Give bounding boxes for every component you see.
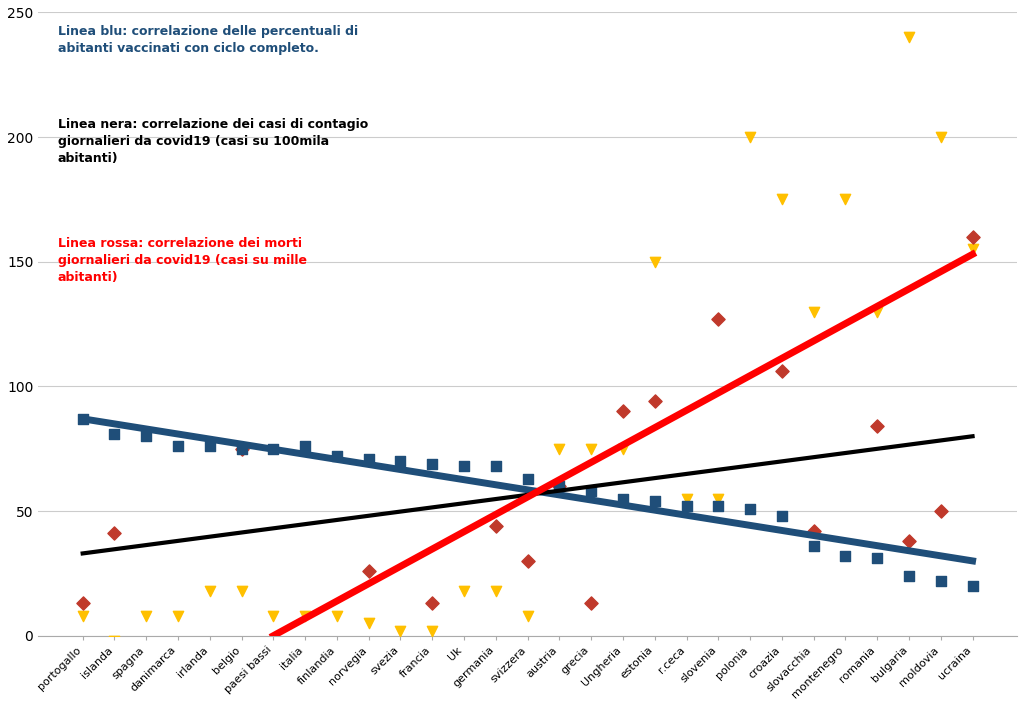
Point (456, 460, 472, 472)
Point (202, 440, 218, 452)
Point (774, 194, 791, 205)
Point (233, 585, 250, 597)
Point (614, 493, 631, 504)
Point (710, 501, 726, 512)
Point (710, 313, 726, 325)
Point (519, 473, 536, 484)
Point (933, 506, 949, 517)
Point (551, 481, 567, 492)
Point (456, 585, 472, 597)
Point (614, 443, 631, 455)
Point (424, 458, 440, 469)
Point (265, 443, 282, 455)
Point (806, 306, 822, 317)
Point (424, 597, 440, 609)
Point (170, 610, 186, 621)
Point (838, 550, 854, 561)
Point (392, 625, 409, 636)
Point (487, 520, 504, 532)
Point (551, 443, 567, 455)
Point (551, 481, 567, 492)
Point (901, 535, 918, 547)
Point (106, 528, 123, 539)
Point (774, 510, 791, 522)
Point (233, 443, 250, 455)
Point (75, 610, 91, 621)
Text: Linea nera: correlazione dei casi di contagio
giornalieri da covid19 (casi su 10: Linea nera: correlazione dei casi di con… (57, 118, 368, 165)
Point (678, 493, 694, 504)
Point (138, 431, 155, 442)
Point (297, 610, 313, 621)
Point (75, 597, 91, 609)
Point (106, 635, 123, 646)
Point (75, 413, 91, 424)
Point (742, 503, 759, 514)
Point (774, 366, 791, 377)
Text: Linea blu: correlazione delle percentuali di
abitanti vaccinati con ciclo comple: Linea blu: correlazione delle percentual… (57, 25, 357, 55)
Point (583, 443, 599, 455)
Point (646, 496, 663, 507)
Point (233, 443, 250, 455)
Point (901, 571, 918, 582)
Point (965, 244, 981, 255)
Point (106, 428, 123, 440)
Text: Linea rossa: correlazione dei morti
giornalieri da covid19 (casi su mille
abitan: Linea rossa: correlazione dei morti gior… (57, 237, 307, 284)
Point (360, 453, 377, 464)
Point (806, 540, 822, 551)
Point (519, 555, 536, 566)
Point (838, 194, 854, 205)
Point (360, 618, 377, 629)
Point (519, 610, 536, 621)
Point (933, 575, 949, 587)
Point (202, 585, 218, 597)
Point (424, 625, 440, 636)
Point (806, 525, 822, 537)
Point (329, 610, 345, 621)
Point (869, 553, 886, 564)
Point (869, 421, 886, 432)
Point (138, 610, 155, 621)
Point (392, 455, 409, 467)
Point (710, 493, 726, 504)
Point (646, 256, 663, 267)
Point (933, 132, 949, 143)
Point (329, 450, 345, 462)
Point (487, 585, 504, 597)
Point (965, 580, 981, 592)
Point (742, 132, 759, 143)
Point (360, 565, 377, 576)
Point (614, 406, 631, 417)
Point (678, 501, 694, 512)
Point (965, 231, 981, 243)
Point (297, 440, 313, 452)
Point (487, 460, 504, 472)
Point (170, 440, 186, 452)
Point (583, 597, 599, 609)
Point (265, 610, 282, 621)
Point (869, 306, 886, 317)
Point (583, 486, 599, 497)
Point (646, 396, 663, 407)
Point (901, 32, 918, 43)
